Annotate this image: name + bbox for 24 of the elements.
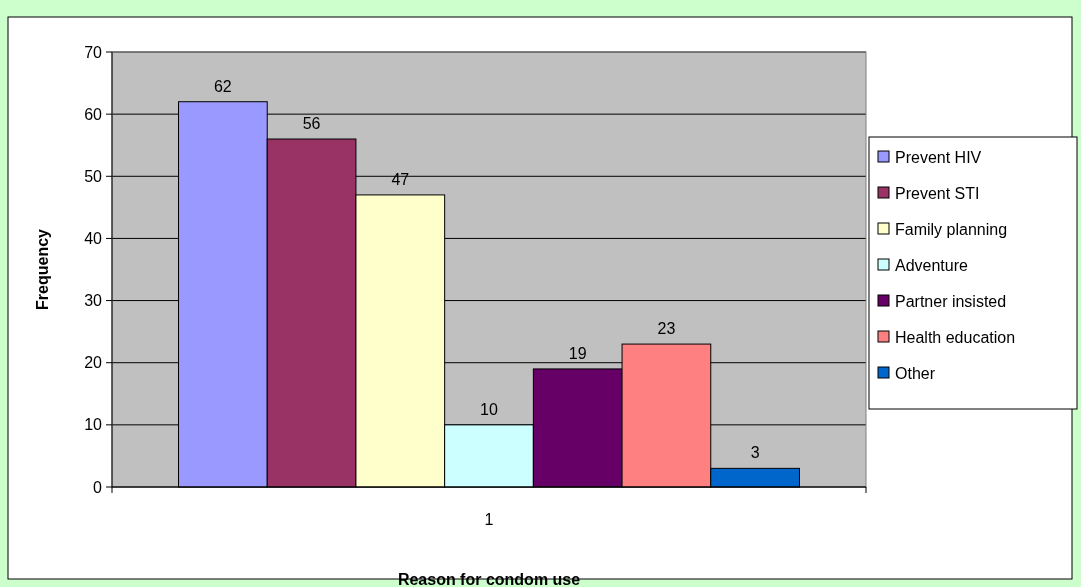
x-tick-label: 1 — [484, 511, 494, 528]
legend-label: Other — [895, 364, 936, 382]
data-label: 19 — [568, 344, 587, 362]
legend-label: Family planning — [895, 220, 1008, 238]
legend-label: Prevent STI — [895, 184, 980, 202]
data-label: 62 — [213, 77, 232, 95]
y-tick-label: 70 — [84, 43, 103, 61]
y-tick-label: 50 — [84, 167, 103, 185]
legend-label: Prevent HIV — [895, 148, 982, 166]
y-tick-label: 0 — [93, 478, 103, 496]
x-axis-title: Reason for condom use — [397, 571, 581, 587]
legend-label: Adventure — [895, 256, 969, 274]
data-label: 23 — [657, 320, 676, 338]
data-label: 3 — [750, 444, 760, 462]
y-axis-title: Frequency — [34, 228, 51, 310]
y-tick-label: 20 — [84, 354, 103, 372]
y-tick-label: 10 — [84, 416, 103, 434]
data-label: 10 — [480, 400, 498, 418]
legend-label: Partner insisted — [895, 292, 1007, 310]
legend-label: Health education — [895, 328, 1016, 346]
data-label: 56 — [302, 115, 321, 132]
y-tick-label: 30 — [84, 292, 103, 310]
y-tick-label: 60 — [84, 105, 103, 123]
y-tick-label: 40 — [84, 230, 103, 248]
